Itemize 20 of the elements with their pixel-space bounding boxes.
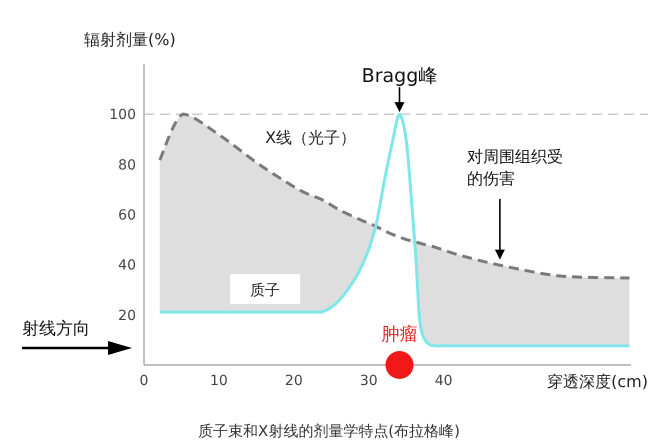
series-label: X线（光子） (265, 128, 356, 148)
x-tick-label: 40 (434, 373, 453, 389)
y-tick-label: 40 (118, 258, 136, 274)
y-tick-label: 20 (118, 308, 136, 324)
text: 射线方向 (22, 319, 90, 339)
series-label: 质子 (250, 281, 280, 300)
x-tick-label: 30 (360, 373, 378, 389)
y-tick-label: 60 (118, 208, 136, 224)
x-tick-label: 0 (140, 373, 148, 389)
y-tick-label: 100 (109, 107, 136, 124)
x-tick-label: 10 (210, 373, 228, 389)
annotation: 肿瘤 (381, 324, 418, 345)
x-tick-label: 20 (284, 373, 303, 389)
y-tick-label: 80 (118, 157, 136, 174)
y-axis-title: 辐射剂量(%) (84, 30, 176, 49)
x-axis-title: 穿透深度(cm) (547, 372, 648, 391)
line-series (158, 112, 631, 280)
text: 质子束和X射线的剂量学特点(布拉格峰) (198, 422, 460, 440)
annotation: 对周围组织受的伤害 (466, 147, 563, 188)
annotation: Bragg峰 (362, 65, 438, 88)
